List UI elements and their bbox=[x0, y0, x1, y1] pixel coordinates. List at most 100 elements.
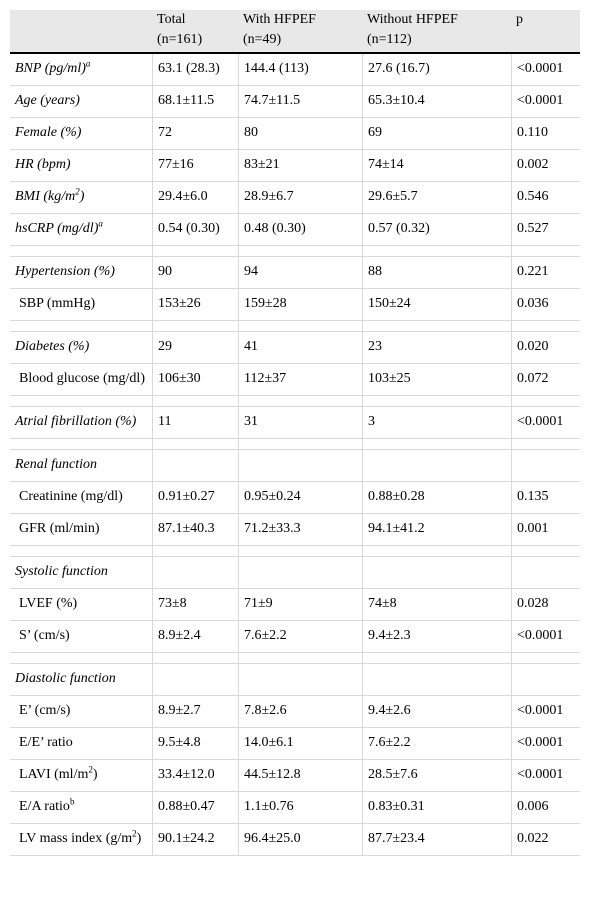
table-row: hsCRP (mg/dl)a 0.54 (0.30) 0.48 (0.30) 0… bbox=[10, 214, 580, 246]
cell-total: 11 bbox=[153, 407, 239, 439]
cell-with: 41 bbox=[239, 332, 363, 364]
table-row: Female (%) 72 80 69 0.110 bbox=[10, 118, 580, 150]
spacer-row bbox=[10, 396, 580, 407]
cell-without: 23 bbox=[363, 332, 512, 364]
row-label: Atrial fibrillation (%) bbox=[10, 407, 153, 439]
row-label: Blood glucose (mg/dl) bbox=[10, 364, 153, 396]
row-label: E/A ratiob bbox=[10, 792, 153, 824]
cell-without: 103±25 bbox=[363, 364, 512, 396]
cell-p: 0.072 bbox=[512, 364, 580, 396]
cell-total: 8.9±2.4 bbox=[153, 621, 239, 653]
cell-without: 150±24 bbox=[363, 289, 512, 321]
header-total: Total (n=161) bbox=[153, 10, 239, 54]
table-row: E/A ratiob 0.88±0.47 1.1±0.76 0.83±0.31 … bbox=[10, 792, 580, 824]
section-row: Systolic function bbox=[10, 557, 580, 589]
spacer-row bbox=[10, 653, 580, 664]
cell-p: <0.0001 bbox=[512, 407, 580, 439]
cell-total: 0.88±0.47 bbox=[153, 792, 239, 824]
row-label: HR (bpm) bbox=[10, 150, 153, 182]
cell-p: <0.0001 bbox=[512, 728, 580, 760]
header-with-label: With HFPEF bbox=[243, 12, 316, 27]
header-row: Total (n=161) With HFPEF (n=49) Without HF… bbox=[10, 10, 580, 54]
cell-p: 0.006 bbox=[512, 792, 580, 824]
cell-with: 112±37 bbox=[239, 364, 363, 396]
table-row: LV mass index (g/m2) 90.1±24.2 96.4±25.0… bbox=[10, 824, 580, 856]
header-p: p bbox=[512, 10, 580, 54]
row-label: Creatinine (mg/dl) bbox=[10, 482, 153, 514]
header-with-n: (n=49) bbox=[243, 32, 282, 47]
cell-total: 77±16 bbox=[153, 150, 239, 182]
cell-without: 29.6±5.7 bbox=[363, 182, 512, 214]
cell-without: 88 bbox=[363, 257, 512, 289]
cell-with: 74.7±11.5 bbox=[239, 86, 363, 118]
cell-with: 80 bbox=[239, 118, 363, 150]
cell-p: <0.0001 bbox=[512, 86, 580, 118]
header-p-label: p bbox=[516, 12, 523, 27]
row-label: BNP (pg/ml)a bbox=[10, 54, 153, 86]
table-row: SBP (mmHg) 153±26 159±28 150±24 0.036 bbox=[10, 289, 580, 321]
cell-total: 29 bbox=[153, 332, 239, 364]
cell-without: 65.3±10.4 bbox=[363, 86, 512, 118]
table-row: Creatinine (mg/dl) 0.91±0.27 0.95±0.24 0… bbox=[10, 482, 580, 514]
characteristics-table: Total (n=161) With HFPEF (n=49) Without HF… bbox=[10, 10, 580, 856]
cell-p: 0.546 bbox=[512, 182, 580, 214]
cell-p: <0.0001 bbox=[512, 696, 580, 728]
row-label: BMI (kg/m2) bbox=[10, 182, 153, 214]
table-row: E/E’ ratio 9.5±4.8 14.0±6.1 7.6±2.2 <0.0… bbox=[10, 728, 580, 760]
cell-p: 0.110 bbox=[512, 118, 580, 150]
table-row: Atrial fibrillation (%) 11 31 3 <0.0001 bbox=[10, 407, 580, 439]
cell-p: 0.028 bbox=[512, 589, 580, 621]
table-row: GFR (ml/min) 87.1±40.3 71.2±33.3 94.1±41… bbox=[10, 514, 580, 546]
table-row: Diabetes (%) 29 41 23 0.020 bbox=[10, 332, 580, 364]
section-renal-function: Renal function bbox=[10, 450, 153, 482]
cell-p: 0.036 bbox=[512, 289, 580, 321]
header-without-n: (n=112) bbox=[367, 32, 412, 47]
section-diastolic-function: Diastolic function bbox=[10, 664, 153, 696]
cell-without: 7.6±2.2 bbox=[363, 728, 512, 760]
header-total-n: (n=161) bbox=[157, 32, 203, 47]
cell-p: 0.001 bbox=[512, 514, 580, 546]
row-label: LVEF (%) bbox=[10, 589, 153, 621]
header-with-hfpef: With HFPEF (n=49) bbox=[239, 10, 363, 54]
header-total-label: Total bbox=[157, 12, 186, 27]
cell-total: 29.4±6.0 bbox=[153, 182, 239, 214]
row-label: SBP (mmHg) bbox=[10, 289, 153, 321]
section-row: Diastolic function bbox=[10, 664, 580, 696]
cell-with: 7.6±2.2 bbox=[239, 621, 363, 653]
cell-p: <0.0001 bbox=[512, 760, 580, 792]
cell-p: 0.020 bbox=[512, 332, 580, 364]
table-row: BMI (kg/m2) 29.4±6.0 28.9±6.7 29.6±5.7 0… bbox=[10, 182, 580, 214]
cell-p: <0.0001 bbox=[512, 54, 580, 86]
cell-without: 0.57 (0.32) bbox=[363, 214, 512, 246]
cell-with: 0.95±0.24 bbox=[239, 482, 363, 514]
table-row: Blood glucose (mg/dl) 106±30 112±37 103±… bbox=[10, 364, 580, 396]
table-row: LAVI (ml/m2) 33.4±12.0 44.5±12.8 28.5±7.… bbox=[10, 760, 580, 792]
cell-with: 28.9±6.7 bbox=[239, 182, 363, 214]
cell-total: 68.1±11.5 bbox=[153, 86, 239, 118]
table-row: LVEF (%) 73±8 71±9 74±8 0.028 bbox=[10, 589, 580, 621]
table-row: E’ (cm/s) 8.9±2.7 7.8±2.6 9.4±2.6 <0.000… bbox=[10, 696, 580, 728]
spacer-row bbox=[10, 246, 580, 257]
row-label: E’ (cm/s) bbox=[10, 696, 153, 728]
table-row: BNP (pg/ml)a 63.1 (28.3) 144.4 (113) 27.… bbox=[10, 54, 580, 86]
cell-without: 87.7±23.4 bbox=[363, 824, 512, 856]
row-label: hsCRP (mg/dl)a bbox=[10, 214, 153, 246]
table-row: Age (years) 68.1±11.5 74.7±11.5 65.3±10.… bbox=[10, 86, 580, 118]
spacer-row bbox=[10, 439, 580, 450]
cell-with: 7.8±2.6 bbox=[239, 696, 363, 728]
row-label: GFR (ml/min) bbox=[10, 514, 153, 546]
cell-total: 106±30 bbox=[153, 364, 239, 396]
table-row: Hypertension (%) 90 94 88 0.221 bbox=[10, 257, 580, 289]
cell-total: 9.5±4.8 bbox=[153, 728, 239, 760]
cell-with: 159±28 bbox=[239, 289, 363, 321]
cell-with: 0.48 (0.30) bbox=[239, 214, 363, 246]
cell-with: 96.4±25.0 bbox=[239, 824, 363, 856]
cell-without: 94.1±41.2 bbox=[363, 514, 512, 546]
cell-total: 73±8 bbox=[153, 589, 239, 621]
cell-total: 8.9±2.7 bbox=[153, 696, 239, 728]
header-empty bbox=[10, 10, 153, 54]
cell-p: 0.002 bbox=[512, 150, 580, 182]
cell-total: 90 bbox=[153, 257, 239, 289]
cell-total: 33.4±12.0 bbox=[153, 760, 239, 792]
row-label: E/E’ ratio bbox=[10, 728, 153, 760]
